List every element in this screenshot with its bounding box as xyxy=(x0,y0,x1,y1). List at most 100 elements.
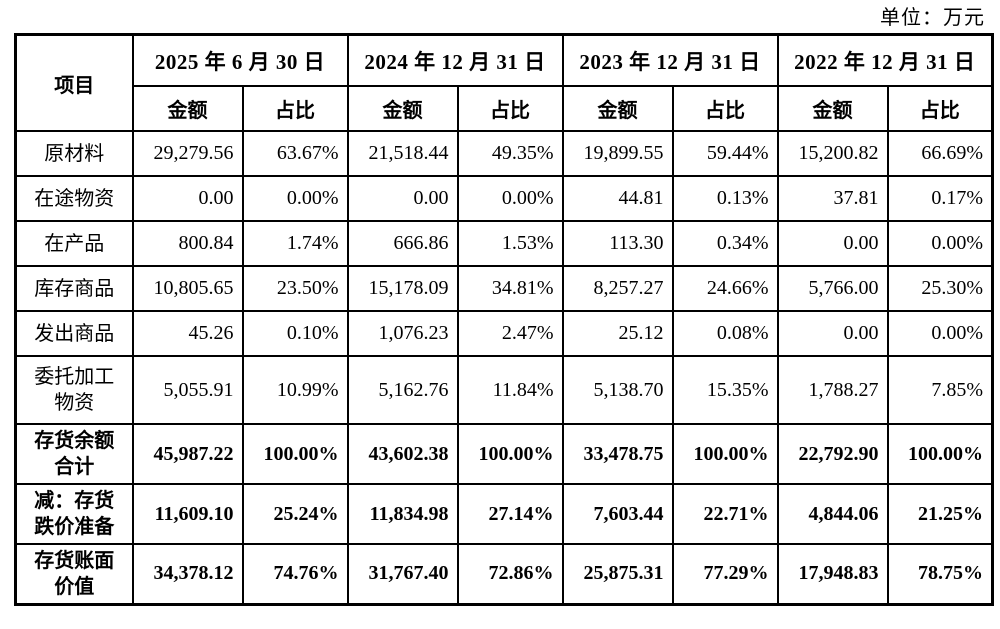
amount-cell: 22,792.90 xyxy=(776,423,889,485)
row-label: 库存商品 xyxy=(14,265,134,312)
ratio-cell: 1.74% xyxy=(241,220,349,267)
amount-cell: 43,602.38 xyxy=(346,423,459,485)
ratio-cell: 15.35% xyxy=(671,355,779,425)
ratio-cell: 10.99% xyxy=(241,355,349,425)
row-finished-goods: 库存商品 10,805.65 23.50% 15,178.09 34.81% 8… xyxy=(14,265,994,312)
row-label: 存货余额 合计 xyxy=(14,423,134,485)
ratio-cell: 2.47% xyxy=(456,310,564,357)
ratio-cell: 11.84% xyxy=(456,355,564,425)
amount-cell: 21,518.44 xyxy=(346,130,459,177)
amount-cell: 37.81 xyxy=(776,175,889,222)
row-inventory-balance-total: 存货余额 合计 45,987.22 100.00% 43,602.38 100.… xyxy=(14,423,994,485)
row-work-in-progress: 在产品 800.84 1.74% 666.86 1.53% 113.30 0.3… xyxy=(14,220,994,267)
ratio-cell: 100.00% xyxy=(456,423,564,485)
header-ratio: 占比 xyxy=(241,85,349,132)
header-item: 项目 xyxy=(14,33,134,132)
ratio-cell: 100.00% xyxy=(241,423,349,485)
row-raw-materials: 原材料 29,279.56 63.67% 21,518.44 49.35% 19… xyxy=(14,130,994,177)
ratio-cell: 63.67% xyxy=(241,130,349,177)
ratio-cell: 27.14% xyxy=(456,483,564,545)
amount-cell: 800.84 xyxy=(131,220,244,267)
amount-cell: 4,844.06 xyxy=(776,483,889,545)
amount-cell: 666.86 xyxy=(346,220,459,267)
header-row-subcolumns: 金额 占比 金额 占比 金额 占比 金额 占比 xyxy=(16,85,994,132)
amount-cell: 45.26 xyxy=(131,310,244,357)
ratio-cell: 78.75% xyxy=(886,543,994,605)
ratio-cell: 0.00% xyxy=(886,310,994,357)
row-goods-in-transit: 在途物资 0.00 0.00% 0.00 0.00% 44.81 0.13% 3… xyxy=(14,175,994,222)
header-period-2024: 2024 年 12 月 31 日 xyxy=(346,33,564,87)
ratio-cell: 1.53% xyxy=(456,220,564,267)
amount-cell: 19,899.55 xyxy=(561,130,674,177)
amount-cell: 31,767.40 xyxy=(346,543,459,605)
amount-cell: 7,603.44 xyxy=(561,483,674,545)
inventory-table: 项目 2025 年 6 月 30 日 2024 年 12 月 31 日 2023… xyxy=(14,33,994,606)
amount-cell: 33,478.75 xyxy=(561,423,674,485)
amount-cell: 8,257.27 xyxy=(561,265,674,312)
ratio-cell: 0.00% xyxy=(456,175,564,222)
ratio-cell: 0.00% xyxy=(241,175,349,222)
ratio-cell: 100.00% xyxy=(886,423,994,485)
header-ratio: 占比 xyxy=(886,85,994,132)
ratio-cell: 7.85% xyxy=(886,355,994,425)
row-goods-shipped: 发出商品 45.26 0.10% 1,076.23 2.47% 25.12 0.… xyxy=(14,310,994,357)
row-consigned-processing-materials: 委托加工 物资 5,055.91 10.99% 5,162.76 11.84% … xyxy=(14,355,994,425)
amount-cell: 11,834.98 xyxy=(346,483,459,545)
amount-cell: 0.00 xyxy=(776,310,889,357)
amount-cell: 29,279.56 xyxy=(131,130,244,177)
ratio-cell: 49.35% xyxy=(456,130,564,177)
amount-cell: 113.30 xyxy=(561,220,674,267)
header-period-2025: 2025 年 6 月 30 日 xyxy=(131,33,349,87)
row-inventory-carrying-value: 存货账面 价值 34,378.12 74.76% 31,767.40 72.86… xyxy=(14,543,994,605)
ratio-cell: 23.50% xyxy=(241,265,349,312)
amount-cell: 5,162.76 xyxy=(346,355,459,425)
amount-cell: 17,948.83 xyxy=(776,543,889,605)
header-period-2023: 2023 年 12 月 31 日 xyxy=(561,33,779,87)
amount-cell: 1,788.27 xyxy=(776,355,889,425)
ratio-cell: 34.81% xyxy=(456,265,564,312)
amount-cell: 5,055.91 xyxy=(131,355,244,425)
ratio-cell: 0.17% xyxy=(886,175,994,222)
ratio-cell: 100.00% xyxy=(671,423,779,485)
amount-cell: 0.00 xyxy=(346,175,459,222)
amount-cell: 0.00 xyxy=(776,220,889,267)
header-amount: 金额 xyxy=(561,85,674,132)
amount-cell: 44.81 xyxy=(561,175,674,222)
ratio-cell: 0.34% xyxy=(671,220,779,267)
amount-cell: 15,200.82 xyxy=(776,130,889,177)
row-label: 在途物资 xyxy=(14,175,134,222)
row-label: 原材料 xyxy=(14,130,134,177)
ratio-cell: 0.10% xyxy=(241,310,349,357)
header-amount: 金额 xyxy=(131,85,244,132)
ratio-cell: 0.13% xyxy=(671,175,779,222)
row-label: 减：存货 跌价准备 xyxy=(14,483,134,545)
row-label: 发出商品 xyxy=(14,310,134,357)
ratio-cell: 22.71% xyxy=(671,483,779,545)
ratio-cell: 21.25% xyxy=(886,483,994,545)
ratio-cell: 66.69% xyxy=(886,130,994,177)
amount-cell: 1,076.23 xyxy=(346,310,459,357)
amount-cell: 25,875.31 xyxy=(561,543,674,605)
header-amount: 金额 xyxy=(346,85,459,132)
ratio-cell: 25.30% xyxy=(886,265,994,312)
amount-cell: 0.00 xyxy=(131,175,244,222)
row-label: 委托加工 物资 xyxy=(14,355,134,425)
amount-cell: 34,378.12 xyxy=(131,543,244,605)
amount-cell: 11,609.10 xyxy=(131,483,244,545)
ratio-cell: 24.66% xyxy=(671,265,779,312)
amount-cell: 10,805.65 xyxy=(131,265,244,312)
ratio-cell: 0.08% xyxy=(671,310,779,357)
row-label: 存货账面 价值 xyxy=(14,543,134,605)
row-less-inventory-impairment: 减：存货 跌价准备 11,609.10 25.24% 11,834.98 27.… xyxy=(14,483,994,545)
ratio-cell: 72.86% xyxy=(456,543,564,605)
ratio-cell: 77.29% xyxy=(671,543,779,605)
ratio-cell: 25.24% xyxy=(241,483,349,545)
header-ratio: 占比 xyxy=(456,85,564,132)
header-period-2022: 2022 年 12 月 31 日 xyxy=(776,33,994,87)
ratio-cell: 0.00% xyxy=(886,220,994,267)
ratio-cell: 59.44% xyxy=(671,130,779,177)
header-ratio: 占比 xyxy=(671,85,779,132)
amount-cell: 45,987.22 xyxy=(131,423,244,485)
amount-cell: 5,766.00 xyxy=(776,265,889,312)
header-row-periods: 项目 2025 年 6 月 30 日 2024 年 12 月 31 日 2023… xyxy=(14,33,994,132)
